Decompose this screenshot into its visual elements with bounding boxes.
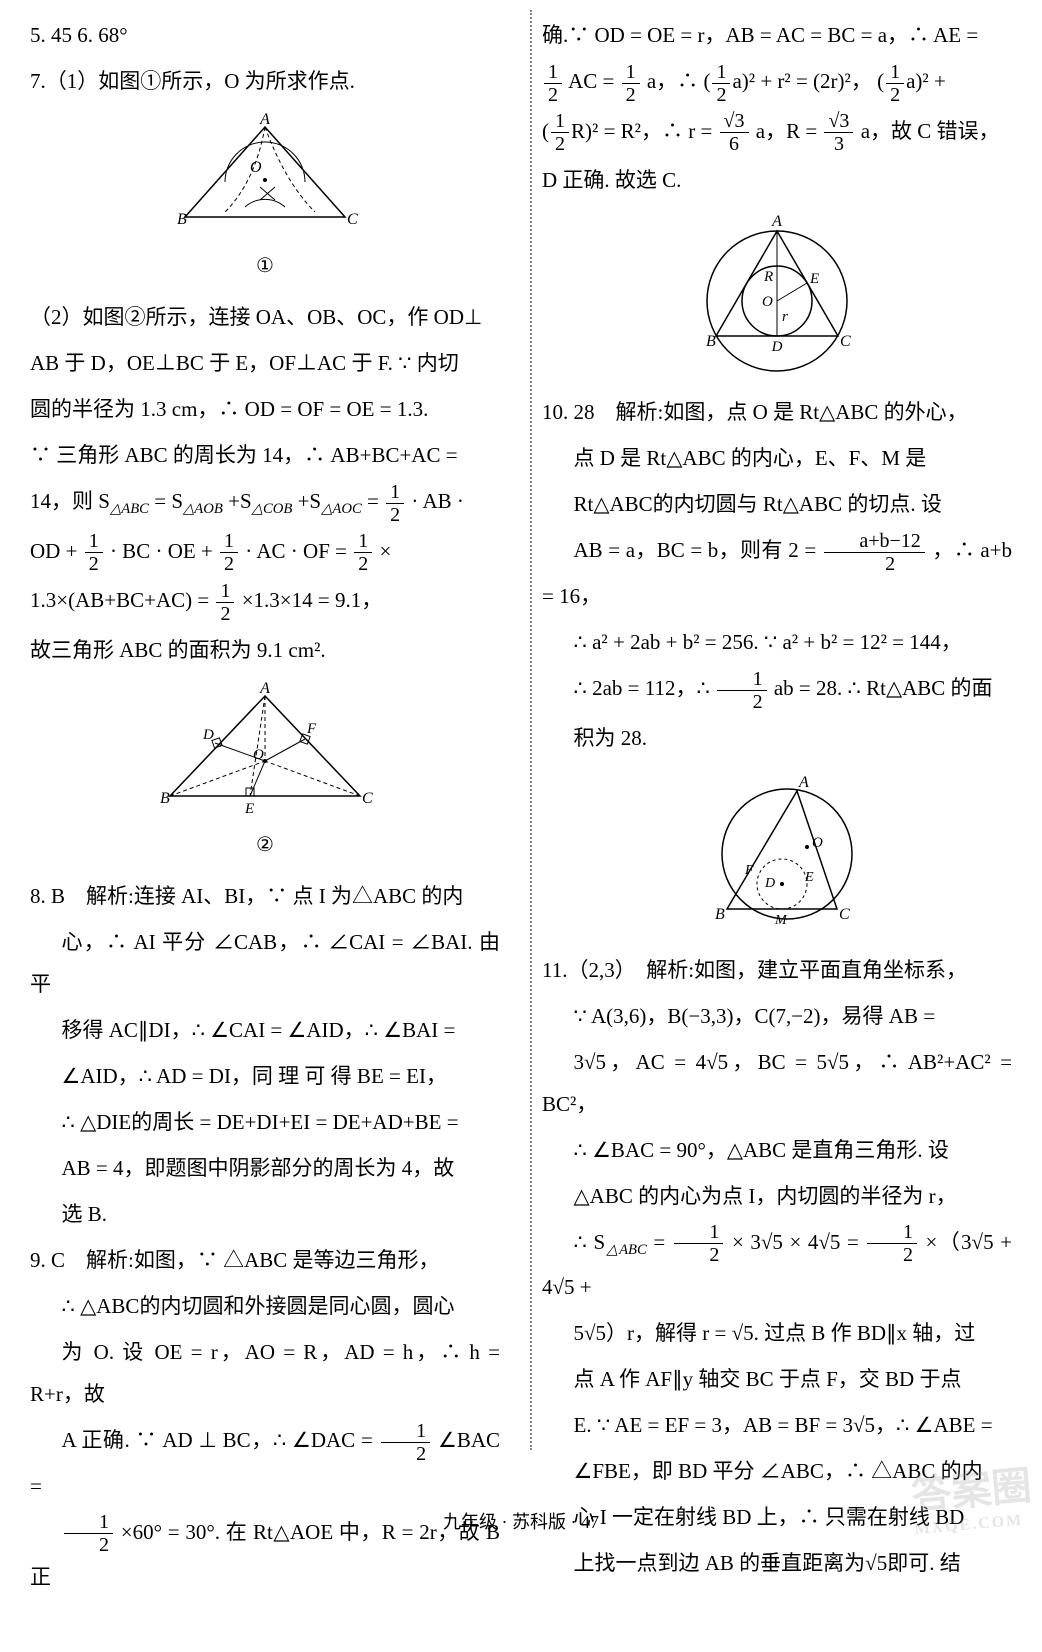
r10: ∴ 2ab = 112，∴ 12 ab = 28. ∴ Rt△ABC 的面 [542,667,1012,713]
figure-3: A B C D E O R r [542,211,1012,381]
svg-text:r: r [782,309,788,325]
svg-text:B: B [706,333,716,350]
t: +S [298,489,322,513]
r7: Rt△ABC的内切圆与 Rt△ABC 的切点. 设 [542,483,1012,525]
figure-1-caption: ① [30,246,500,286]
svg-text:A: A [259,112,270,128]
svg-text:D: D [764,876,775,891]
l12: 心，∴ AI 平分 ∠CAB，∴ ∠CAI = ∠BAI. 由平 [30,921,500,1005]
r18: 5√5）r，解得 r = √5. 过点 B 作 BD∥x 轴，过 [542,1312,1012,1354]
r20: E. ∵ AE = EF = 3，AB = BF = 3√5，∴ ∠ABE = [542,1404,1012,1446]
l21: A 正确. ∵ AD ⊥ BC，∴ ∠DAC = 12 ∠BAC = [30,1419,500,1507]
r6: 点 D 是 Rt△ABC 的内心，E、F、M 是 [542,437,1012,479]
svg-text:F: F [306,721,317,737]
t: = S [154,489,183,513]
t: · AC · OF = [245,539,352,563]
page-footer: 九年级 · 苏科版 · 47 [0,1508,1042,1534]
t: · AB · [411,489,464,513]
svg-text:D: D [202,727,214,743]
column-divider [530,10,532,1450]
svg-text:O: O [250,159,262,176]
page: 5. 45 6. 68° 7.（1）如图①所示，O 为所求作点. A B C O… [0,0,1042,1652]
r21: ∠FBE，即 BD 平分 ∠ABC，∴ △ABC 的内 [542,1450,1012,1492]
svg-text:C: C [840,333,851,350]
svg-text:A: A [259,681,270,697]
line-5-6: 5. 45 6. 68° [30,14,500,56]
l8: OD + 12 · BC · OE + 12 · AC · OF = 12 × [30,530,500,576]
l7: 14，则 S△ABC = S△AOB +S△COB +S△AOC = 12 · … [30,480,500,526]
t: · BC · OE + [110,539,218,563]
r2: 12 AC = 12 a，∴ (12a)² + r² = (2r)²， (12a… [542,60,1012,106]
l3: （2）如图②所示，连接 OA、OB、OC，作 OD⊥ [30,296,500,338]
svg-text:A: A [771,213,782,230]
svg-text:C: C [839,906,850,923]
svg-text:E: E [809,271,819,287]
l6: ∵ 三角形 ABC 的周长为 14，∴ AB+BC+AC = [30,434,500,476]
l5: 圆的半径为 1.3 cm，∴ OD = OF = OE = 1.3. [30,388,500,430]
l9: 1.3×(AB+BC+AC) = 12 ×1.3×14 = 9.1， [30,579,500,625]
figure-2: A B C D E F O ② [30,681,500,865]
t: OD + [30,539,83,563]
t: 1.3×(AB+BC+AC) = [30,588,214,612]
l17: 选 B. [30,1193,500,1235]
l20: 为 O. 设 OE = r，AO = R，AD = h，∴ h = R+r，故 [30,1331,500,1415]
l19: ∴ △ABC的内切圆和外接圆是同心圆，圆心 [30,1285,500,1327]
r14: 3√5，AC = 4√5，BC = 5√5，∴ AB²+AC² = BC²， [542,1041,1012,1125]
t: ×1.3×14 = 9.1， [242,588,383,612]
t: × [379,539,391,563]
r8: AB = a，BC = b，则有 2 = a+b−122 ，∴ a+b = 16… [542,529,1012,617]
l16: AB = 4，即题图中阴影部分的周长为 4，故 [30,1147,500,1189]
t: +S [228,489,252,513]
r17: ∴ S△ABC = 12 × 3√5 × 4√5 = 12 ×（3√5 + 4√… [542,1221,1012,1309]
line-7-1: 7.（1）如图①所示，O 为所求作点. [30,60,500,102]
svg-text:O: O [812,835,823,851]
svg-text:M: M [774,913,788,928]
r19: 点 A 作 AF∥y 轴交 BC 于点 F，交 BD 于点 [542,1358,1012,1400]
svg-text:F: F [744,863,754,878]
figure-4: A B C D E F M O [542,769,1012,939]
svg-text:C: C [362,790,373,807]
svg-text:B: B [715,906,725,923]
l10: 故三角形 ABC 的面积为 9.1 cm². [30,629,500,671]
l14: ∠AID，∴ AD = DI，同 理 可 得 BE = EI， [30,1055,500,1097]
l11: 8. B 解析:连接 AI、BI，∵ 点 I 为△ABC 的内 [30,875,500,917]
l13: 移得 AC∥DI，∴ ∠CAI = ∠AID，∴ ∠BAI = [30,1009,500,1051]
svg-text:C: C [347,211,358,228]
svg-text:O: O [762,294,773,310]
l4: AB 于 D，OE⊥BC 于 E，OF⊥AC 于 F. ∵ 内切 [30,342,500,384]
left-column: 5. 45 6. 68° 7.（1）如图①所示，O 为所求作点. A B C O… [30,10,500,1602]
l18: 9. C 解析:如图，∵ △ABC 是等边三角形， [30,1239,500,1281]
r13: ∵ A(3,6)，B(−3,3)，C(7,−2)，易得 AB = [542,995,1012,1037]
t: = [367,489,384,513]
r15: ∴ ∠BAC = 90°，△ABC 是直角三角形. 设 [542,1129,1012,1171]
right-column: 确.∵ OD = OE = r，AB = AC = BC = a，∴ AE = … [542,10,1012,1602]
svg-text:R: R [763,269,773,285]
r3: (12R)² = R²，∴ r = √36 a，R = √33 a，故 C 错误… [542,110,1012,156]
svg-text:B: B [177,211,187,228]
figure-1: A B C O ① [30,112,500,286]
r12: 11.（2,3） 解析:如图，建立平面直角坐标系， [542,949,1012,991]
t: 14，则 S [30,489,110,513]
svg-text:A: A [798,774,809,791]
svg-text:D: D [771,339,783,355]
r16: △ABC 的内心为点 I，内切圆的半径为 r， [542,1175,1012,1217]
svg-text:O: O [253,747,264,763]
l15: ∴ △DIE的周长 = DE+DI+EI = DE+AD+BE = [30,1101,500,1143]
svg-text:B: B [160,790,170,807]
r9: ∴ a² + 2ab + b² = 256. ∵ a² + b² = 12² =… [542,621,1012,663]
r4: D 正确. 故选 C. [542,159,1012,201]
figure-2-caption: ② [30,825,500,865]
r23: 上找一点到边 AB 的垂直距离为√5即可. 结 [542,1542,1012,1584]
r5: 10. 28 解析:如图，点 O 是 Rt△ABC 的外心， [542,391,1012,433]
r1: 确.∵ OD = OE = r，AB = AC = BC = a，∴ AE = [542,14,1012,56]
r11: 积为 28. [542,717,1012,759]
svg-text:E: E [804,870,814,885]
svg-text:E: E [244,801,254,817]
